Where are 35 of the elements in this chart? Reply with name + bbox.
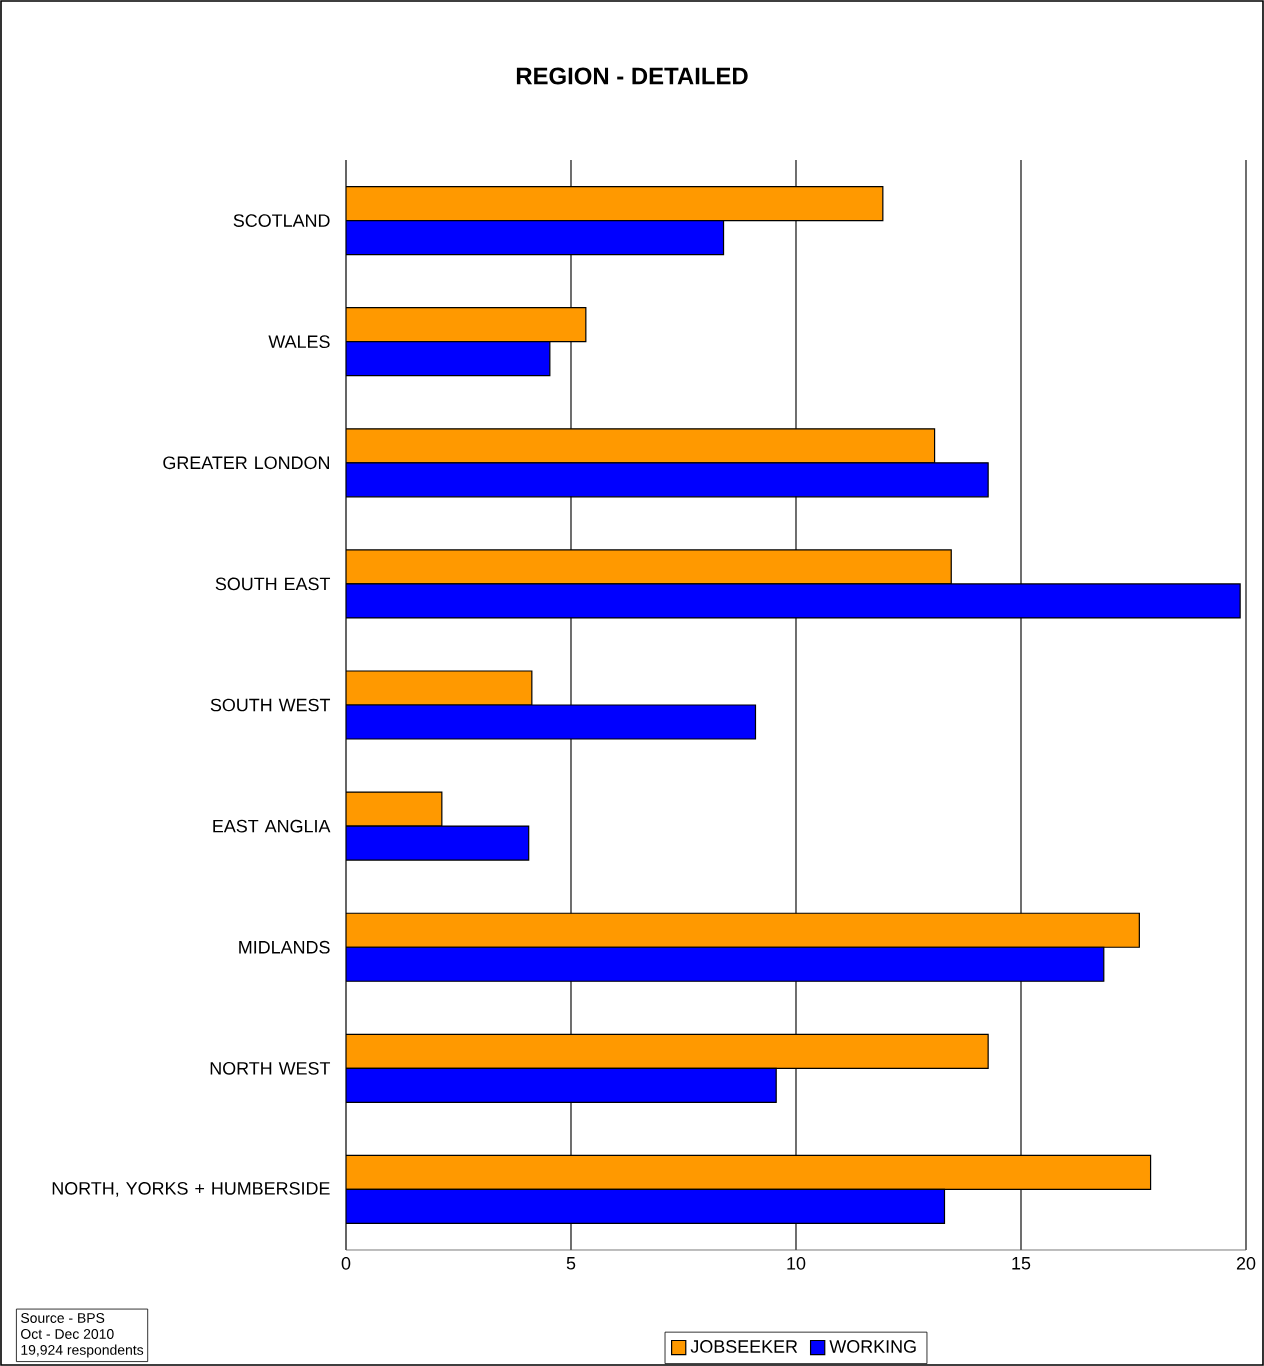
bar [346,428,936,464]
y-tick-label: WALES [268,335,330,349]
chart-title: REGION - DETAILED [516,67,748,85]
bar [346,1067,777,1103]
legend-label: JOBSEEKER [690,1340,798,1353]
legend-label: WORKING [829,1340,916,1353]
bar [346,1033,989,1069]
x-tick-label: 15 [1012,1257,1031,1270]
y-tick-label: GREATER LONDON [163,456,329,470]
y-tick-label: MIDLANDS [239,940,330,954]
bar [346,704,757,740]
bar [346,219,725,256]
x-tick-label: 20 [1236,1257,1256,1270]
x-tick-label: 0 [341,1257,351,1270]
bar [346,341,551,377]
y-tick-label: SCOTLAND [233,214,330,227]
bar [346,185,884,222]
bar [346,670,533,706]
bar [346,1188,946,1225]
y-tick-label: NORTH WEST [210,1061,331,1075]
bar [346,1154,1152,1191]
y-tick-label: EAST ANGLIA [213,819,331,833]
bar [346,946,1105,982]
y-tick-label: SOUTH WEST [210,698,331,712]
bar [346,791,443,827]
y-tick-label: SOUTH EAST [215,577,331,591]
bar [346,583,1241,619]
bar [346,912,1140,948]
bar [346,825,530,861]
bar [346,549,952,585]
y-tick-label: NORTH, YORKS + HUMBERSIDE [52,1182,330,1197]
bar [346,462,989,498]
bar [346,307,587,343]
x-tick-label: 10 [787,1257,806,1270]
x-tick-label: 5 [566,1257,576,1270]
